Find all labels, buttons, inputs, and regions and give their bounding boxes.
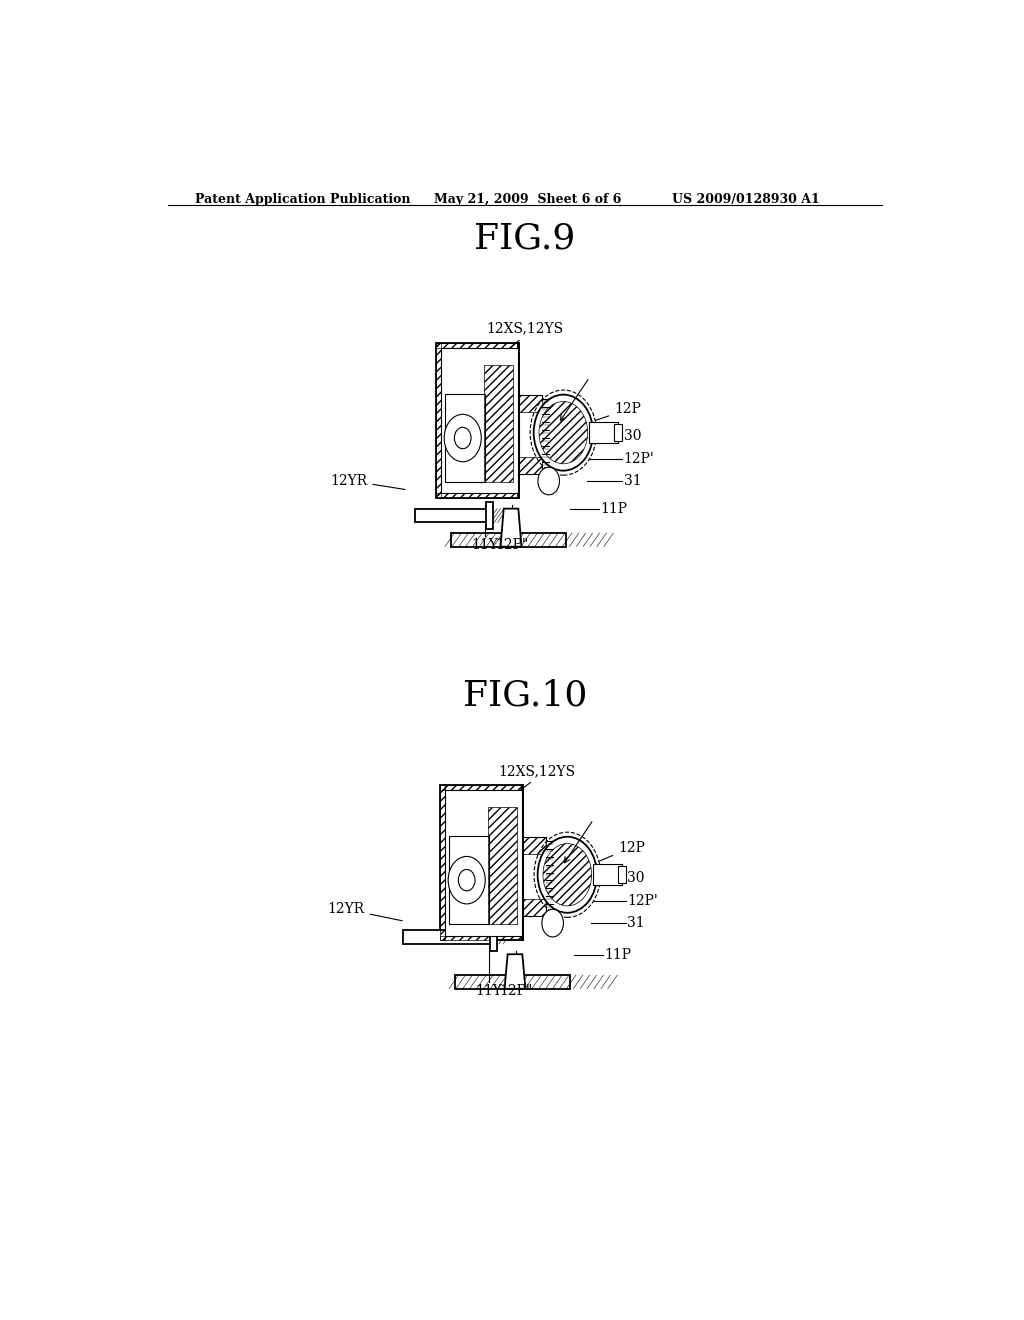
Text: 12P: 12P <box>583 841 645 869</box>
Bar <box>452 533 566 546</box>
Bar <box>435 494 519 498</box>
Text: 11P': 11P' <box>495 903 525 917</box>
Circle shape <box>530 389 597 475</box>
Bar <box>487 808 517 924</box>
Text: 12YR: 12YR <box>330 474 406 490</box>
Circle shape <box>449 857 485 904</box>
Circle shape <box>538 837 597 912</box>
Circle shape <box>542 909 563 937</box>
Bar <box>435 343 519 498</box>
Bar <box>445 395 485 482</box>
Text: 31: 31 <box>624 474 641 488</box>
Text: FIG.9: FIG.9 <box>474 222 575 255</box>
Bar <box>589 422 617 444</box>
Text: 11Y: 11Y <box>471 539 498 552</box>
Polygon shape <box>403 931 494 944</box>
Bar <box>456 975 570 989</box>
Circle shape <box>535 832 600 917</box>
Bar <box>519 395 543 474</box>
Text: 30: 30 <box>624 429 641 444</box>
Bar <box>523 837 547 916</box>
Bar <box>523 899 547 916</box>
Bar <box>449 837 489 924</box>
Polygon shape <box>415 508 490 523</box>
Text: 12YR: 12YR <box>328 903 402 921</box>
Bar <box>617 866 626 883</box>
Bar <box>435 343 441 498</box>
Circle shape <box>459 870 475 891</box>
Bar <box>439 785 523 940</box>
Text: 30: 30 <box>628 871 645 886</box>
Text: 12XS,12YS: 12XS,12YS <box>486 322 563 363</box>
Text: 12P': 12P' <box>628 894 658 908</box>
Bar <box>613 424 622 441</box>
Circle shape <box>534 395 593 471</box>
Polygon shape <box>505 954 525 989</box>
Circle shape <box>444 414 481 462</box>
Bar <box>519 395 543 412</box>
Bar <box>522 785 523 940</box>
Bar <box>439 936 523 940</box>
Text: 12XS,12YS: 12XS,12YS <box>498 764 575 805</box>
Text: 11P': 11P' <box>490 457 521 471</box>
Text: FIG.10: FIG.10 <box>463 678 587 713</box>
Bar <box>483 366 513 482</box>
Text: 12P": 12P" <box>495 539 528 552</box>
Polygon shape <box>489 923 498 950</box>
Bar <box>439 785 445 940</box>
Text: US 2009/0128930 A1: US 2009/0128930 A1 <box>672 193 819 206</box>
Text: May 21, 2009  Sheet 6 of 6: May 21, 2009 Sheet 6 of 6 <box>433 193 621 206</box>
Bar <box>519 457 543 474</box>
Text: 11P: 11P <box>604 948 632 962</box>
Bar <box>435 343 519 347</box>
Bar <box>439 785 523 789</box>
Text: 11Y: 11Y <box>475 985 502 998</box>
Bar <box>445 789 522 936</box>
Circle shape <box>455 428 471 449</box>
Text: Patent Application Publication: Patent Application Publication <box>196 193 411 206</box>
Text: 12P': 12P' <box>624 451 654 466</box>
Text: 11P: 11P <box>601 502 628 516</box>
Circle shape <box>538 467 559 495</box>
Bar <box>518 343 519 498</box>
Text: 31: 31 <box>628 916 645 931</box>
Bar <box>441 347 518 494</box>
Bar <box>523 837 547 854</box>
Bar <box>593 865 622 886</box>
Polygon shape <box>486 502 494 529</box>
Text: 12P: 12P <box>579 403 641 426</box>
Text: 12P": 12P" <box>499 985 532 998</box>
Polygon shape <box>501 508 521 546</box>
